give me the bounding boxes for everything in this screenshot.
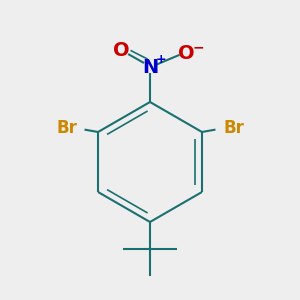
Text: +: + bbox=[156, 52, 167, 66]
Text: Br: Br bbox=[224, 119, 245, 137]
Text: O: O bbox=[178, 44, 194, 63]
Text: N: N bbox=[142, 58, 158, 77]
Text: −: − bbox=[192, 40, 204, 54]
Text: Br: Br bbox=[56, 119, 77, 137]
Text: O: O bbox=[113, 41, 130, 61]
